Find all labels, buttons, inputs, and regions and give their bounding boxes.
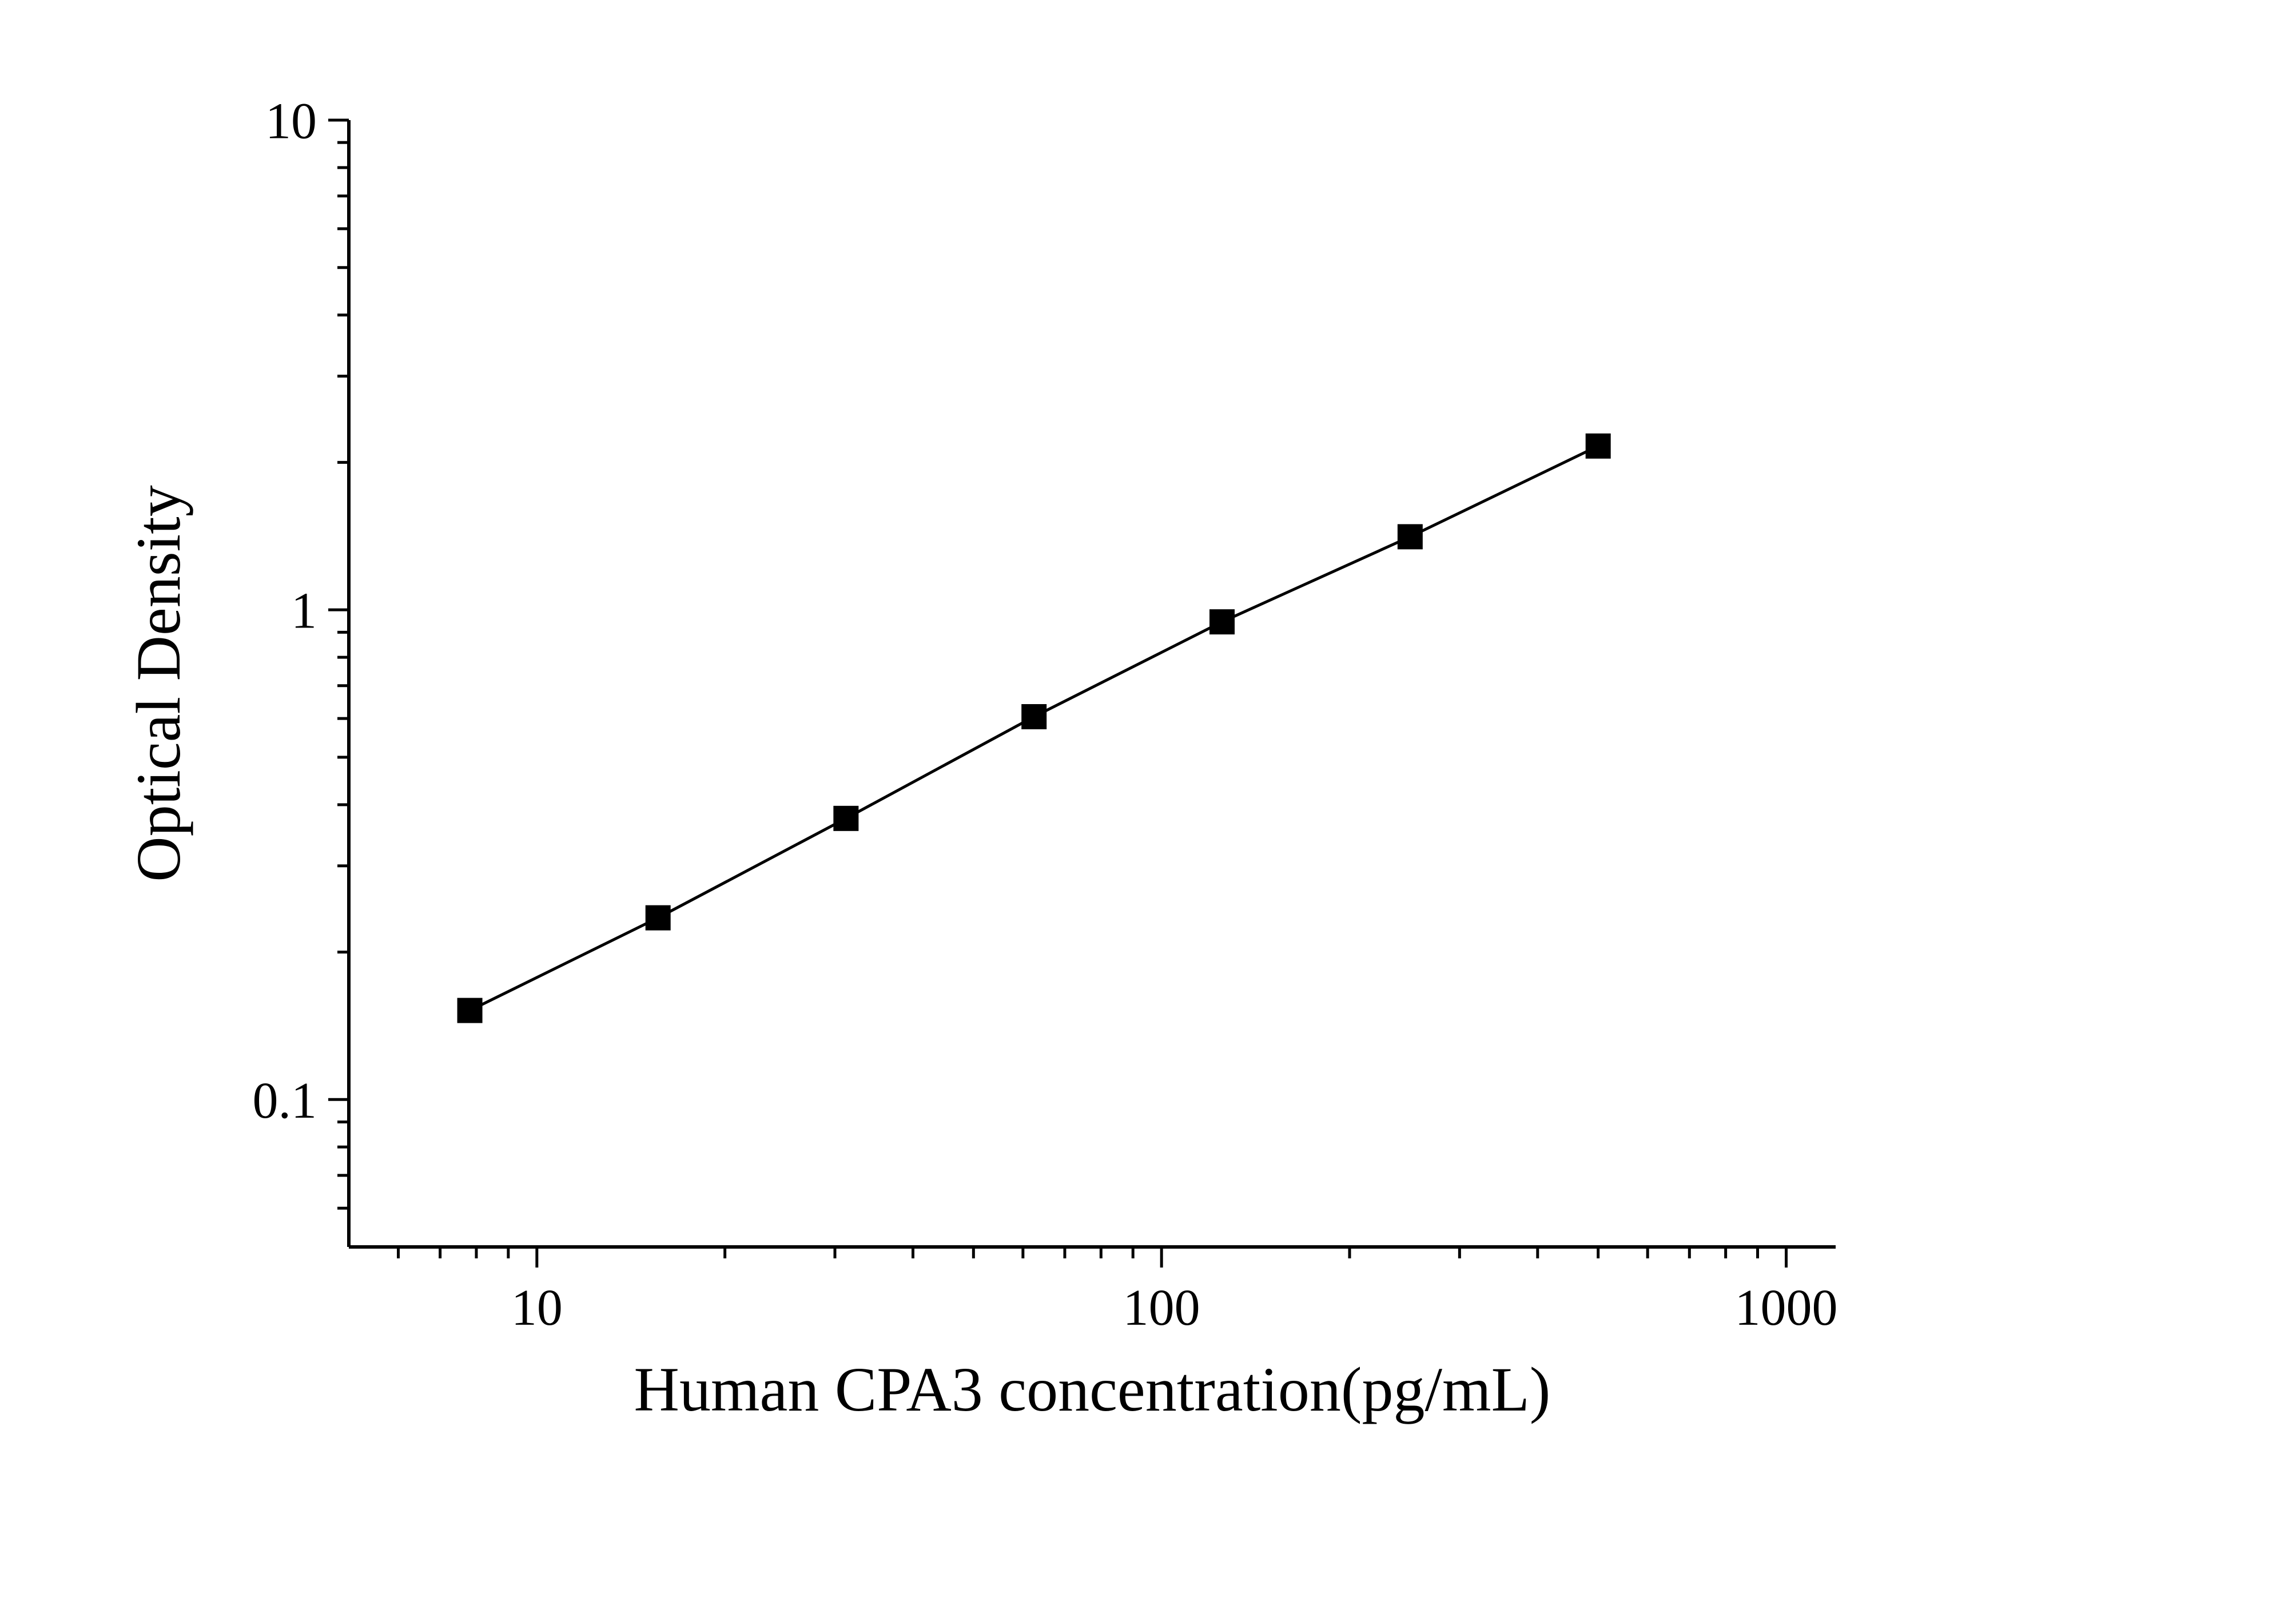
- x-axis-label: Human CPA3 concentration(pg/mL): [634, 1354, 1551, 1424]
- data-marker: [1586, 434, 1611, 459]
- data-marker: [646, 905, 671, 931]
- x-tick-label: 1000: [1735, 1280, 1838, 1336]
- y-tick-label: 10: [265, 93, 317, 150]
- y-axis-label: Optical Density: [124, 485, 193, 881]
- data-marker: [833, 806, 858, 831]
- y-tick-label: 1: [291, 583, 317, 639]
- chart-container: 10 100 1000 0.1 1 10 Human CPA3 concentration(…: [0, 0, 2296, 1605]
- y-tick-label: 0.1: [253, 1072, 317, 1129]
- data-marker: [1021, 704, 1046, 729]
- data-marker: [1209, 609, 1235, 634]
- standard-curve-chart: 10 100 1000 0.1 1 10 Human CPA3 concentration(…: [0, 0, 2296, 1605]
- data-marker: [457, 998, 483, 1023]
- x-tick-label: 10: [511, 1280, 563, 1336]
- x-tick-label: 100: [1123, 1280, 1200, 1336]
- data-marker: [1398, 524, 1423, 549]
